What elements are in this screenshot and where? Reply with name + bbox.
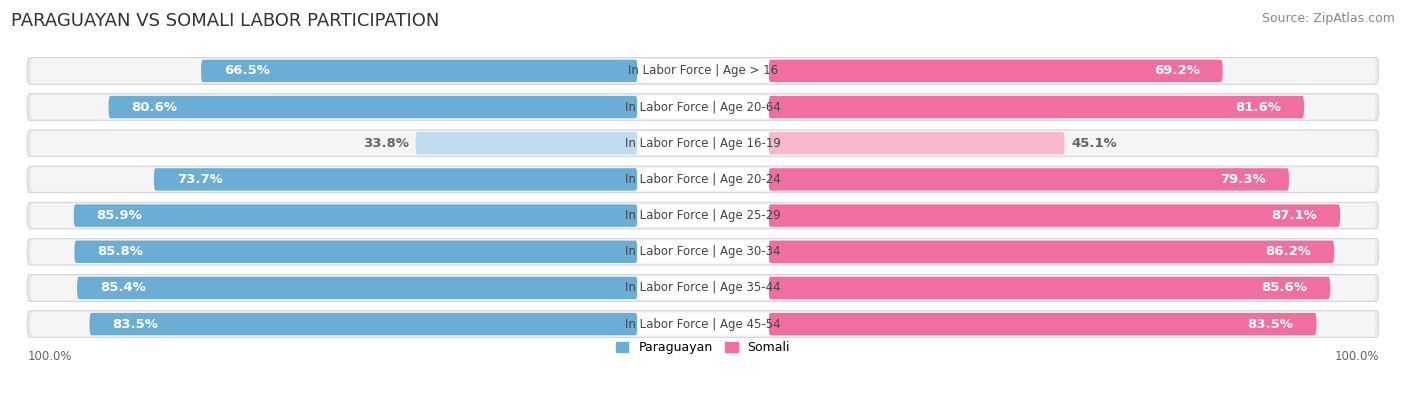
- Text: PARAGUAYAN VS SOMALI LABOR PARTICIPATION: PARAGUAYAN VS SOMALI LABOR PARTICIPATION: [11, 12, 440, 30]
- Text: 85.6%: 85.6%: [1261, 281, 1308, 294]
- FancyBboxPatch shape: [31, 203, 1375, 228]
- FancyBboxPatch shape: [31, 167, 1375, 192]
- Text: 85.9%: 85.9%: [97, 209, 142, 222]
- Legend: Paraguayan, Somali: Paraguayan, Somali: [610, 337, 796, 359]
- Text: 33.8%: 33.8%: [363, 137, 409, 150]
- FancyBboxPatch shape: [769, 132, 1064, 154]
- FancyBboxPatch shape: [31, 276, 1375, 300]
- FancyBboxPatch shape: [108, 96, 637, 118]
- FancyBboxPatch shape: [637, 241, 769, 263]
- Text: 73.7%: 73.7%: [177, 173, 222, 186]
- Text: In Labor Force | Age 35-44: In Labor Force | Age 35-44: [626, 281, 780, 294]
- FancyBboxPatch shape: [27, 166, 1379, 193]
- Text: In Labor Force | Age 20-24: In Labor Force | Age 20-24: [626, 173, 780, 186]
- Text: In Labor Force | Age 20-64: In Labor Force | Age 20-64: [626, 101, 780, 114]
- FancyBboxPatch shape: [637, 168, 769, 191]
- FancyBboxPatch shape: [75, 241, 637, 263]
- FancyBboxPatch shape: [637, 96, 769, 118]
- Text: In Labor Force | Age 25-29: In Labor Force | Age 25-29: [626, 209, 780, 222]
- Text: 86.2%: 86.2%: [1265, 245, 1312, 258]
- FancyBboxPatch shape: [769, 277, 1330, 299]
- Text: 100.0%: 100.0%: [27, 350, 72, 363]
- Text: 45.1%: 45.1%: [1071, 137, 1116, 150]
- Text: 80.6%: 80.6%: [132, 101, 177, 114]
- FancyBboxPatch shape: [31, 95, 1375, 119]
- FancyBboxPatch shape: [31, 58, 1375, 83]
- Text: Source: ZipAtlas.com: Source: ZipAtlas.com: [1261, 12, 1395, 25]
- FancyBboxPatch shape: [77, 277, 637, 299]
- FancyBboxPatch shape: [27, 275, 1379, 301]
- FancyBboxPatch shape: [27, 311, 1379, 337]
- FancyBboxPatch shape: [769, 60, 1223, 82]
- FancyBboxPatch shape: [769, 96, 1303, 118]
- FancyBboxPatch shape: [416, 132, 637, 154]
- FancyBboxPatch shape: [769, 168, 1289, 191]
- FancyBboxPatch shape: [769, 241, 1334, 263]
- FancyBboxPatch shape: [153, 168, 637, 191]
- FancyBboxPatch shape: [27, 58, 1379, 84]
- Text: 69.2%: 69.2%: [1154, 64, 1199, 77]
- FancyBboxPatch shape: [31, 239, 1375, 264]
- Text: 83.5%: 83.5%: [1247, 318, 1294, 331]
- FancyBboxPatch shape: [637, 277, 769, 299]
- Text: 66.5%: 66.5%: [224, 64, 270, 77]
- Text: 87.1%: 87.1%: [1271, 209, 1317, 222]
- Text: 79.3%: 79.3%: [1220, 173, 1265, 186]
- FancyBboxPatch shape: [27, 94, 1379, 120]
- FancyBboxPatch shape: [769, 313, 1316, 335]
- Text: In Labor Force | Age 16-19: In Labor Force | Age 16-19: [626, 137, 780, 150]
- FancyBboxPatch shape: [637, 60, 769, 82]
- FancyBboxPatch shape: [637, 313, 769, 335]
- FancyBboxPatch shape: [27, 238, 1379, 265]
- FancyBboxPatch shape: [73, 204, 637, 227]
- FancyBboxPatch shape: [769, 204, 1340, 227]
- FancyBboxPatch shape: [27, 202, 1379, 229]
- Text: 85.4%: 85.4%: [100, 281, 146, 294]
- FancyBboxPatch shape: [27, 130, 1379, 157]
- FancyBboxPatch shape: [637, 132, 769, 154]
- FancyBboxPatch shape: [31, 312, 1375, 337]
- Text: 81.6%: 81.6%: [1236, 101, 1281, 114]
- Text: In Labor Force | Age 30-34: In Labor Force | Age 30-34: [626, 245, 780, 258]
- Text: 83.5%: 83.5%: [112, 318, 159, 331]
- FancyBboxPatch shape: [90, 313, 637, 335]
- FancyBboxPatch shape: [201, 60, 637, 82]
- Text: 100.0%: 100.0%: [1334, 350, 1379, 363]
- FancyBboxPatch shape: [637, 204, 769, 227]
- Text: In Labor Force | Age > 16: In Labor Force | Age > 16: [628, 64, 778, 77]
- Text: 85.8%: 85.8%: [97, 245, 143, 258]
- FancyBboxPatch shape: [31, 131, 1375, 156]
- Text: In Labor Force | Age 45-54: In Labor Force | Age 45-54: [626, 318, 780, 331]
